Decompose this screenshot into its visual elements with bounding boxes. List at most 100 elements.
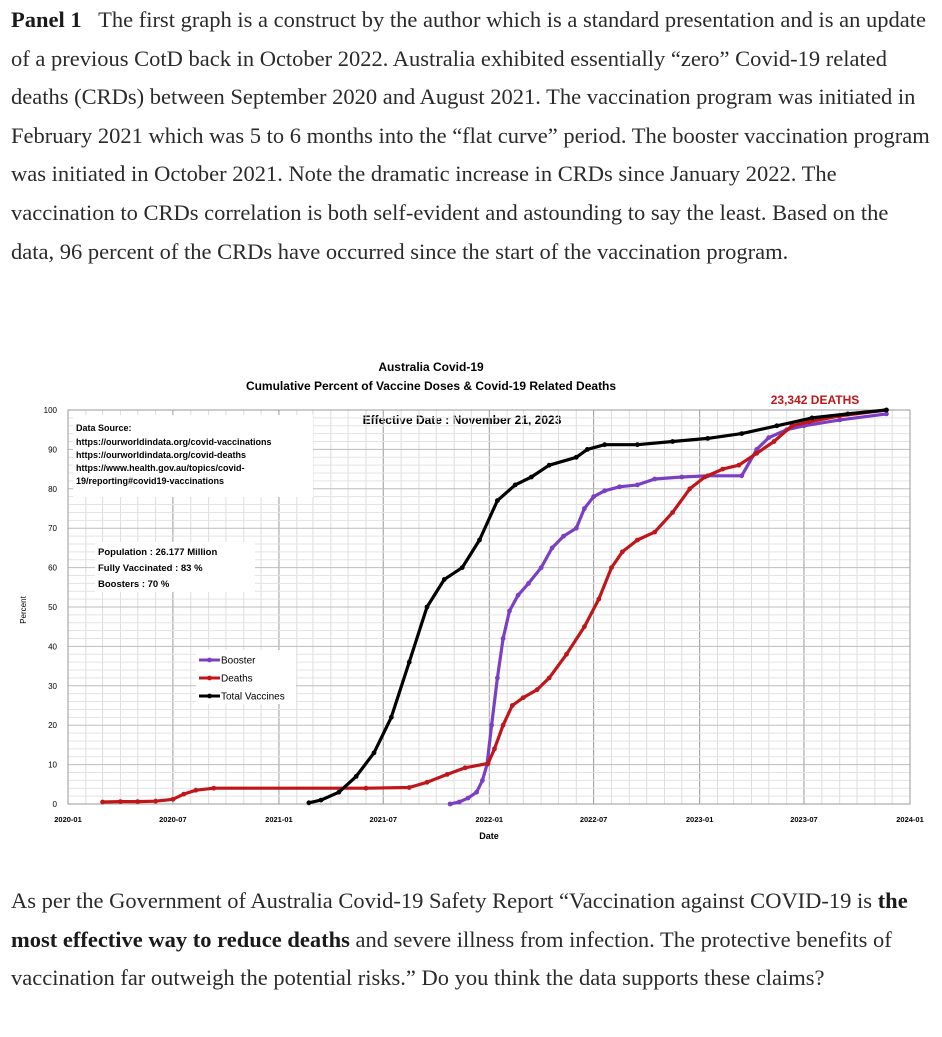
- data-point-booster: [474, 789, 479, 795]
- effective-date: Effective Date : November 21, 2023: [363, 413, 562, 427]
- data-point-deaths: [211, 785, 217, 791]
- series-line-booster: [448, 412, 889, 806]
- data-point-total-vaccines: [602, 442, 607, 448]
- data-point-deaths: [424, 779, 430, 785]
- data-point-deaths: [363, 785, 369, 791]
- data-point-total-vaccines: [845, 411, 851, 417]
- x-tick-label: 2020-07: [159, 815, 187, 824]
- data-point-booster: [507, 608, 512, 614]
- data-point-total-vaccines: [512, 482, 518, 488]
- x-tick-label: 2020-01: [54, 815, 82, 824]
- x-tick-label: 2022-07: [580, 815, 608, 824]
- outro-bold-claim: the most effective way to reduce deaths: [11, 888, 908, 952]
- chart-title: Australia Covid-19: [378, 360, 484, 374]
- data-point-booster: [489, 722, 494, 728]
- data-point-booster: [582, 506, 587, 511]
- data-point-deaths: [754, 450, 760, 456]
- data-point-booster: [617, 484, 622, 490]
- chart-subtitle: Cumulative Percent of Vaccine Doses & Co…: [246, 379, 616, 393]
- data-point-deaths: [596, 596, 602, 602]
- source-box-bg: [73, 415, 313, 497]
- source-title: Data Source:: [76, 423, 132, 433]
- data-point-deaths: [118, 799, 123, 804]
- data-point-total-vaccines: [584, 447, 590, 452]
- data-point-deaths: [564, 651, 569, 657]
- y-tick-label: 80: [48, 485, 57, 494]
- x-tick-label: 2023-01: [686, 815, 714, 824]
- y-tick-label: 10: [48, 761, 57, 770]
- source-line: 19/reporting#covid19-vaccinations: [76, 476, 224, 486]
- covid-chart: Australia Covid-19 Cumulative Percent of…: [19, 360, 924, 841]
- data-point-booster: [465, 795, 471, 801]
- data-point-deaths: [635, 537, 640, 543]
- data-point-deaths: [609, 565, 614, 570]
- data-point-booster: [837, 417, 843, 423]
- data-point-deaths: [500, 722, 506, 728]
- outro-paragraph: As per the Government of Australia Covid…: [11, 882, 936, 998]
- data-point-total-vaccines: [424, 604, 430, 610]
- x-tick-labels: 2020-01 2020-07 2021-01 2021-07 2022-01 2022-…: [54, 815, 924, 824]
- y-tick-label: 30: [48, 682, 57, 691]
- stats-line: Fully Vaccinated : 83 %: [98, 563, 203, 574]
- series-line-total-vaccines: [307, 408, 889, 805]
- data-point-deaths: [492, 746, 497, 752]
- data-point-total-vaccines: [670, 439, 675, 444]
- data-point-total-vaccines: [336, 789, 342, 795]
- intro-text: The first graph is a construct by the au…: [11, 7, 930, 264]
- data-point-booster: [739, 473, 745, 479]
- data-point-total-vaccines: [495, 498, 500, 503]
- data-point-booster: [573, 525, 579, 531]
- data-point-booster: [480, 778, 485, 783]
- source-line: https://ourworldindata.org/covid-deaths: [76, 450, 246, 460]
- outro-text-start: As per the Government of Australia Covid…: [11, 888, 878, 913]
- data-point-booster: [561, 533, 566, 539]
- stats-box: Population : 26.177 Million Fully Vaccina…: [95, 542, 255, 592]
- stats-line: Boosters : 70 %: [98, 579, 170, 590]
- data-point-total-vaccines: [477, 537, 482, 543]
- intro-paragraph: Panel 1 The first graph is a construct b…: [11, 1, 936, 271]
- y-tick-label: 50: [48, 603, 57, 612]
- legend-marker-booster: [207, 657, 212, 663]
- data-point-deaths: [406, 785, 412, 790]
- data-point-deaths: [153, 798, 159, 804]
- data-point-booster: [652, 476, 658, 482]
- deaths-callout: 23,342 DEATHS: [771, 393, 859, 407]
- x-tick-label: 2021-07: [369, 815, 397, 824]
- legend-label-booster: Booster: [221, 656, 256, 667]
- data-point-total-vaccines: [635, 442, 640, 448]
- data-point-deaths: [444, 772, 450, 777]
- x-tick-label: 2023-07: [790, 815, 818, 824]
- data-point-booster: [884, 411, 889, 417]
- legend-marker-deaths: [207, 675, 212, 681]
- legend-marker-total-vaccines: [207, 693, 212, 699]
- x-tick-label: 2021-01: [265, 815, 293, 824]
- data-point-total-vaccines: [388, 714, 394, 720]
- legend: Booster Deaths Total Vaccines: [196, 650, 296, 704]
- data-point-total-vaccines: [546, 462, 552, 468]
- stats-box-bg: [95, 542, 255, 592]
- data-point-deaths: [135, 799, 141, 804]
- y-tick-label: 70: [48, 524, 57, 533]
- data-point-booster: [549, 545, 555, 551]
- data-point-total-vaccines: [809, 415, 815, 421]
- data-point-booster: [602, 488, 607, 494]
- data-point-total-vaccines: [406, 659, 412, 665]
- data-point-deaths: [720, 466, 726, 472]
- data-point-deaths: [181, 791, 187, 797]
- data-point-deaths: [736, 462, 742, 468]
- x-tick-label: 2024-01: [896, 815, 924, 824]
- x-axis-label: Date: [479, 831, 499, 841]
- data-point-deaths: [170, 796, 176, 802]
- data-point-booster: [766, 435, 772, 440]
- data-point-deaths: [509, 703, 515, 708]
- data-point-deaths: [520, 695, 526, 700]
- data-point-total-vaccines: [459, 565, 465, 570]
- y-tick-label: 90: [48, 445, 57, 454]
- stats-line: Population : 26.177 Million: [98, 547, 217, 558]
- legend-label-total-vaccines: Total Vaccines: [221, 692, 285, 703]
- data-point-total-vaccines: [318, 797, 324, 803]
- data-point-booster: [495, 675, 500, 681]
- data-point-total-vaccines: [774, 423, 780, 429]
- source-box: Data Source: https://ourworldindata.org/c…: [73, 415, 313, 497]
- data-point-deaths: [806, 419, 812, 425]
